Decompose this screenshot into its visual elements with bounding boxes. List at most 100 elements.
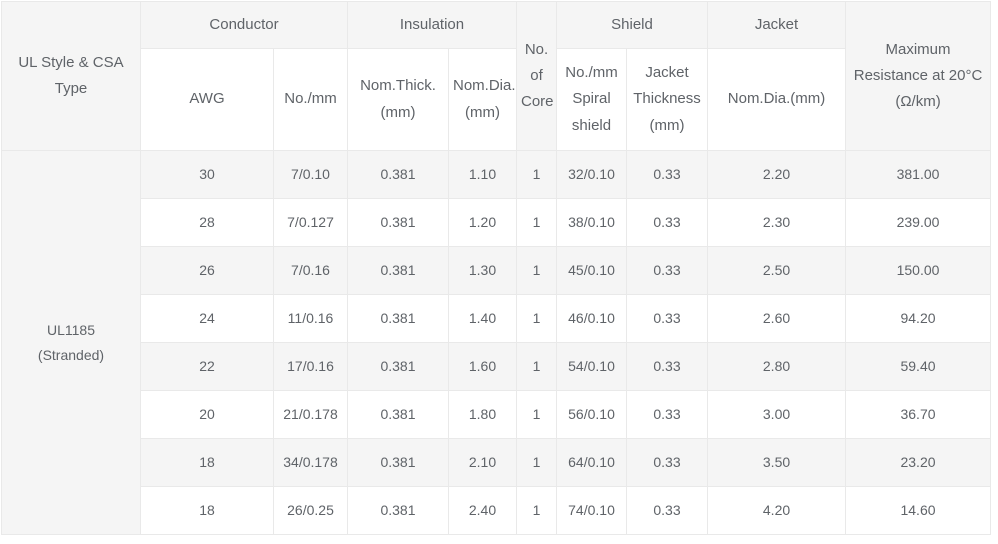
header-nom-dia-jacket: Nom.Dia.(mm)	[707, 48, 847, 151]
cell-shield-spiral: 56/0.10	[556, 390, 627, 439]
cell-jacket-dia: 2.60	[707, 294, 847, 343]
cell-insulation-dia: 1.40	[448, 294, 517, 343]
cell-shield-jacket-thickness: 0.33	[625, 390, 709, 439]
cell-conductor-no-mm: 26/0.25	[273, 486, 348, 535]
cell-core-count: 1	[516, 246, 557, 295]
cell-shield-spiral: 54/0.10	[556, 342, 627, 391]
cell-shield-jacket-thickness: 0.33	[625, 438, 709, 487]
cell-shield-jacket-thickness: 0.33	[625, 198, 709, 247]
cell-core-count: 1	[516, 486, 557, 535]
cell-insulation-dia: 1.20	[448, 198, 517, 247]
cell-shield-spiral: 38/0.10	[556, 198, 627, 247]
cell-conductor-no-mm: 17/0.16	[273, 342, 348, 391]
header-max-resistance: Maximum Resistance at 20°C (Ω/km)	[845, 1, 992, 151]
cell-awg: 18	[140, 486, 274, 535]
header-group-conductor: Conductor	[140, 1, 348, 49]
cell-max-resistance: 150.00	[845, 246, 992, 295]
header-nom-dia-insulation: Nom.Dia. (mm)	[448, 48, 517, 151]
cell-jacket-dia: 4.20	[707, 486, 847, 535]
cell-shield-spiral: 64/0.10	[556, 438, 627, 487]
header-awg: AWG	[140, 48, 274, 151]
table-row: 18 34/0.178 0.381 2.10 1 64/0.10 0.33 3.…	[2, 438, 992, 487]
header-no-of-core: No. of Core	[516, 1, 557, 151]
cell-insulation-thickness: 0.381	[347, 294, 449, 343]
cell-conductor-no-mm: 11/0.16	[273, 294, 348, 343]
wire-spec-table: UL Style & CSA Type Conductor Insulation…	[1, 1, 992, 535]
header-ul-style-csa-type: UL Style & CSA Type	[1, 1, 141, 151]
header-group-jacket: Jacket	[707, 1, 847, 49]
cell-jacket-dia: 2.20	[707, 150, 847, 199]
cell-core-count: 1	[516, 438, 557, 487]
table-row: 28 7/0.127 0.381 1.20 1 38/0.10 0.33 2.3…	[2, 198, 992, 247]
cell-max-resistance: 36.70	[845, 390, 992, 439]
cell-shield-jacket-thickness: 0.33	[625, 150, 709, 199]
cell-insulation-thickness: 0.381	[347, 438, 449, 487]
header-sub-row: AWG No./mm Nom.Thick. (mm) Nom.Dia. (mm)…	[2, 48, 991, 151]
cell-shield-spiral: 46/0.10	[556, 294, 627, 343]
cell-awg: 26	[140, 246, 274, 295]
header-group-insulation: Insulation	[347, 1, 517, 49]
cell-max-resistance: 94.20	[845, 294, 992, 343]
header-nom-thick: Nom.Thick. (mm)	[347, 48, 449, 151]
cell-awg: 18	[140, 438, 274, 487]
cell-shield-spiral: 32/0.10	[556, 150, 627, 199]
cell-insulation-thickness: 0.381	[347, 246, 449, 295]
cell-insulation-dia: 1.30	[448, 246, 517, 295]
cell-insulation-dia: 2.40	[448, 486, 517, 535]
table-row: 20 21/0.178 0.381 1.80 1 56/0.10 0.33 3.…	[2, 390, 992, 439]
cell-core-count: 1	[516, 150, 557, 199]
table-row: 24 11/0.16 0.381 1.40 1 46/0.10 0.33 2.6…	[2, 294, 992, 343]
cell-conductor-no-mm: 21/0.178	[273, 390, 348, 439]
cell-jacket-dia: 2.80	[707, 342, 847, 391]
cell-insulation-dia: 1.60	[448, 342, 517, 391]
header-group-row: UL Style & CSA Type Conductor Insulation…	[1, 1, 992, 151]
cell-core-count: 1	[516, 342, 557, 391]
row-group-label-ul1185: UL1185 (Stranded)	[1, 150, 141, 535]
cell-shield-jacket-thickness: 0.33	[625, 342, 709, 391]
cell-awg: 20	[140, 390, 274, 439]
table-row: 26 7/0.16 0.381 1.30 1 45/0.10 0.33 2.50…	[2, 246, 992, 295]
cell-insulation-dia: 1.80	[448, 390, 517, 439]
cell-shield-jacket-thickness: 0.33	[625, 294, 709, 343]
cell-insulation-dia: 2.10	[448, 438, 517, 487]
row-group-label-line1: UL1185	[46, 322, 95, 338]
cell-shield-spiral: 74/0.10	[556, 486, 627, 535]
cell-shield-spiral: 45/0.10	[556, 246, 627, 295]
cell-insulation-thickness: 0.381	[347, 198, 449, 247]
cell-insulation-thickness: 0.381	[347, 342, 449, 391]
cell-insulation-dia: 1.10	[448, 150, 517, 199]
table-row: 18 26/0.25 0.381 2.40 1 74/0.10 0.33 4.2…	[2, 486, 992, 535]
cell-max-resistance: 59.40	[845, 342, 992, 391]
cell-jacket-dia: 3.50	[707, 438, 847, 487]
cell-max-resistance: 14.60	[845, 486, 992, 535]
row-group-label-line2: (Stranded)	[37, 346, 105, 363]
cell-insulation-thickness: 0.381	[347, 486, 449, 535]
cell-conductor-no-mm: 7/0.16	[273, 246, 348, 295]
cell-shield-jacket-thickness: 0.33	[625, 246, 709, 295]
cell-core-count: 1	[516, 390, 557, 439]
cell-jacket-dia: 2.50	[707, 246, 847, 295]
cell-insulation-thickness: 0.381	[347, 390, 449, 439]
cell-awg: 24	[140, 294, 274, 343]
cell-max-resistance: 23.20	[845, 438, 992, 487]
cell-max-resistance: 239.00	[845, 198, 992, 247]
cell-conductor-no-mm: 7/0.10	[273, 150, 348, 199]
cell-awg: 22	[140, 342, 274, 391]
cell-max-resistance: 381.00	[845, 150, 992, 199]
cell-jacket-dia: 3.00	[707, 390, 847, 439]
cell-insulation-thickness: 0.381	[347, 150, 449, 199]
table-row: UL1185 (Stranded) 30 7/0.10 0.381 1.10 1…	[1, 150, 992, 535]
cell-core-count: 1	[516, 294, 557, 343]
header-conductor-no-mm: No./mm	[273, 48, 348, 151]
cell-shield-jacket-thickness: 0.33	[625, 486, 709, 535]
header-group-shield: Shield	[555, 1, 709, 49]
cell-conductor-no-mm: 7/0.127	[273, 198, 348, 247]
cell-awg: 30	[140, 150, 274, 199]
table-row: 22 17/0.16 0.381 1.60 1 54/0.10 0.33 2.8…	[2, 342, 992, 391]
cell-core-count: 1	[516, 198, 557, 247]
header-spiral-shield: No./mm Spiral shield	[556, 48, 627, 151]
cell-conductor-no-mm: 34/0.178	[273, 438, 348, 487]
header-jacket-thickness: Jacket Thickness (mm)	[625, 48, 709, 151]
cell-jacket-dia: 2.30	[707, 198, 847, 247]
